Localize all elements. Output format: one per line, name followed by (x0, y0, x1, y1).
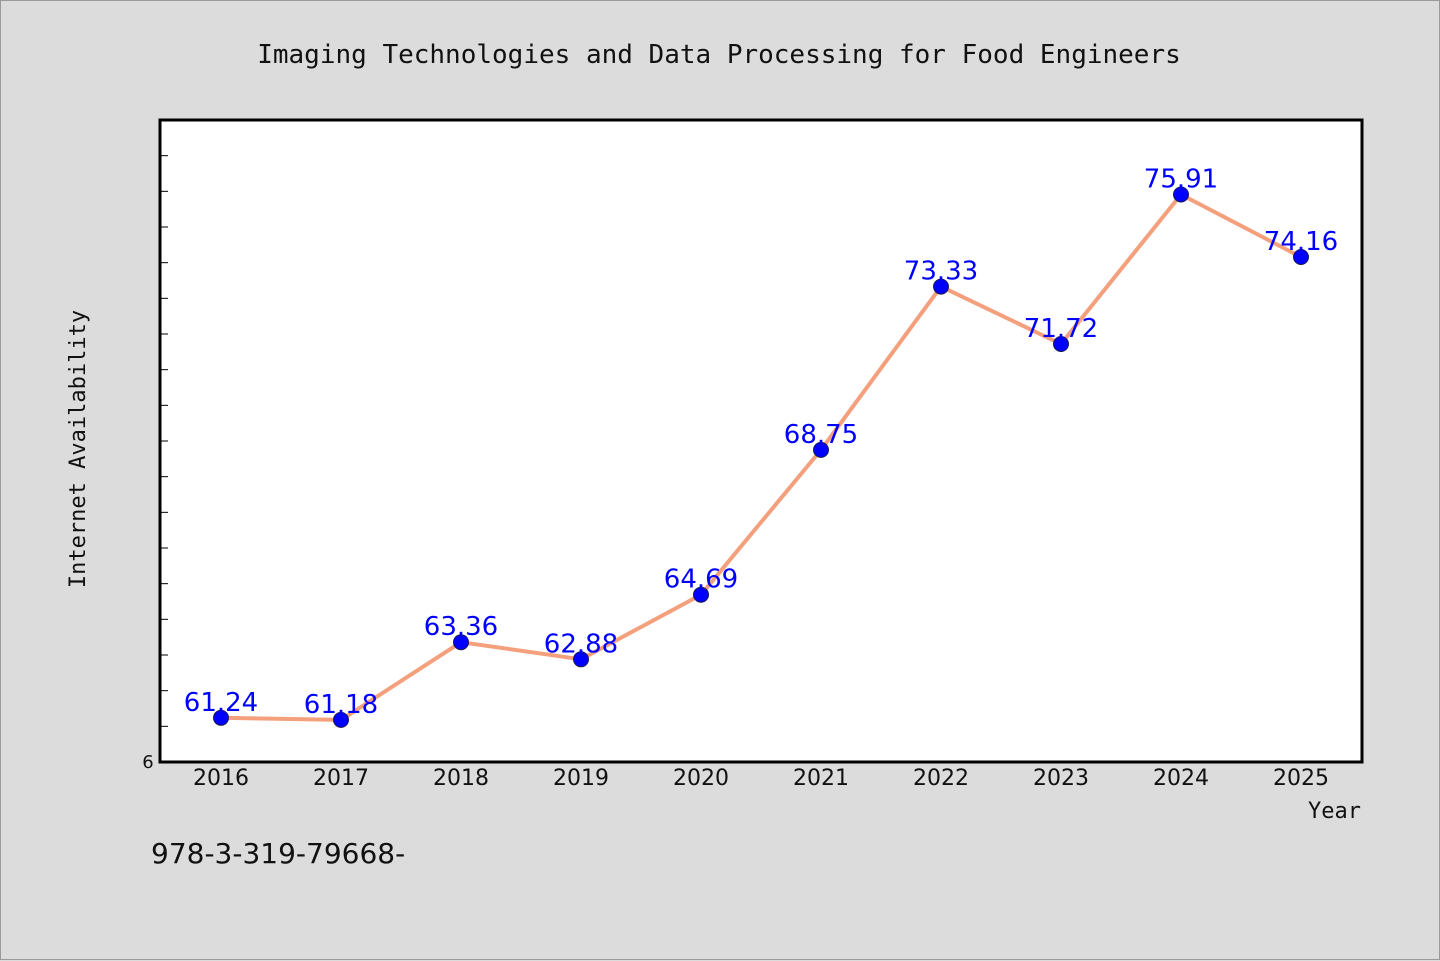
x-tick-label: 2019 (553, 766, 609, 791)
x-tick-label: 2017 (313, 766, 369, 791)
series-layer: 61.24 61.18 63.36 62.88 64.69 68.75 73.33 71.72… (184, 165, 1338, 728)
data-point-marker (693, 586, 709, 603)
data-point-marker (933, 278, 949, 295)
data-label: 71.72 (1024, 314, 1098, 344)
data-markers (213, 186, 1309, 728)
x-axis-tick-labels: 2016 2017 2018 2019 2020 2021 2022 2023 2024 2025 (193, 766, 1329, 791)
data-label: 61.18 (304, 690, 378, 720)
y-tick-label: 6 (142, 752, 153, 773)
data-point-marker (453, 634, 469, 651)
x-tick-label: 2020 (673, 766, 729, 791)
x-axis-title: Year (1308, 799, 1361, 824)
x-tick-label: 2025 (1273, 766, 1329, 791)
data-label: 62.88 (544, 629, 618, 659)
data-labels: 61.24 61.18 63.36 62.88 64.69 68.75 73.33 71.72… (184, 165, 1338, 720)
x-tick-label: 2023 (1033, 766, 1089, 791)
data-point-marker (1053, 336, 1069, 352)
series-line (220, 192, 1302, 722)
footer-isbn-text: 978-3-319-79668- (151, 837, 405, 870)
data-point-marker (333, 711, 349, 728)
y-axis-ticks: 6 (142, 155, 168, 773)
data-label: 64.69 (664, 565, 738, 595)
plot-area (158, 118, 1364, 764)
data-label: 61.24 (184, 688, 258, 718)
data-point-marker (813, 441, 829, 458)
data-point-marker (573, 651, 589, 668)
x-tick-label: 2024 (1153, 766, 1209, 791)
data-point-marker (1293, 249, 1309, 265)
data-label: 63.36 (424, 612, 498, 642)
data-point-marker (1173, 186, 1189, 203)
data-label: 75.91 (1144, 165, 1218, 195)
x-tick-label: 2021 (793, 766, 849, 791)
data-label: 73.33 (904, 257, 978, 287)
x-tick-label: 2016 (193, 766, 249, 791)
y-axis-title: Internet Availability (66, 310, 91, 588)
x-tick-label: 2018 (433, 766, 489, 791)
chart-title: Imaging Technologies and Data Processing… (257, 40, 1181, 70)
x-tick-label: 2022 (913, 766, 969, 791)
data-label: 68.75 (784, 420, 858, 450)
data-point-marker (213, 709, 229, 726)
data-label: 74.16 (1264, 227, 1338, 257)
